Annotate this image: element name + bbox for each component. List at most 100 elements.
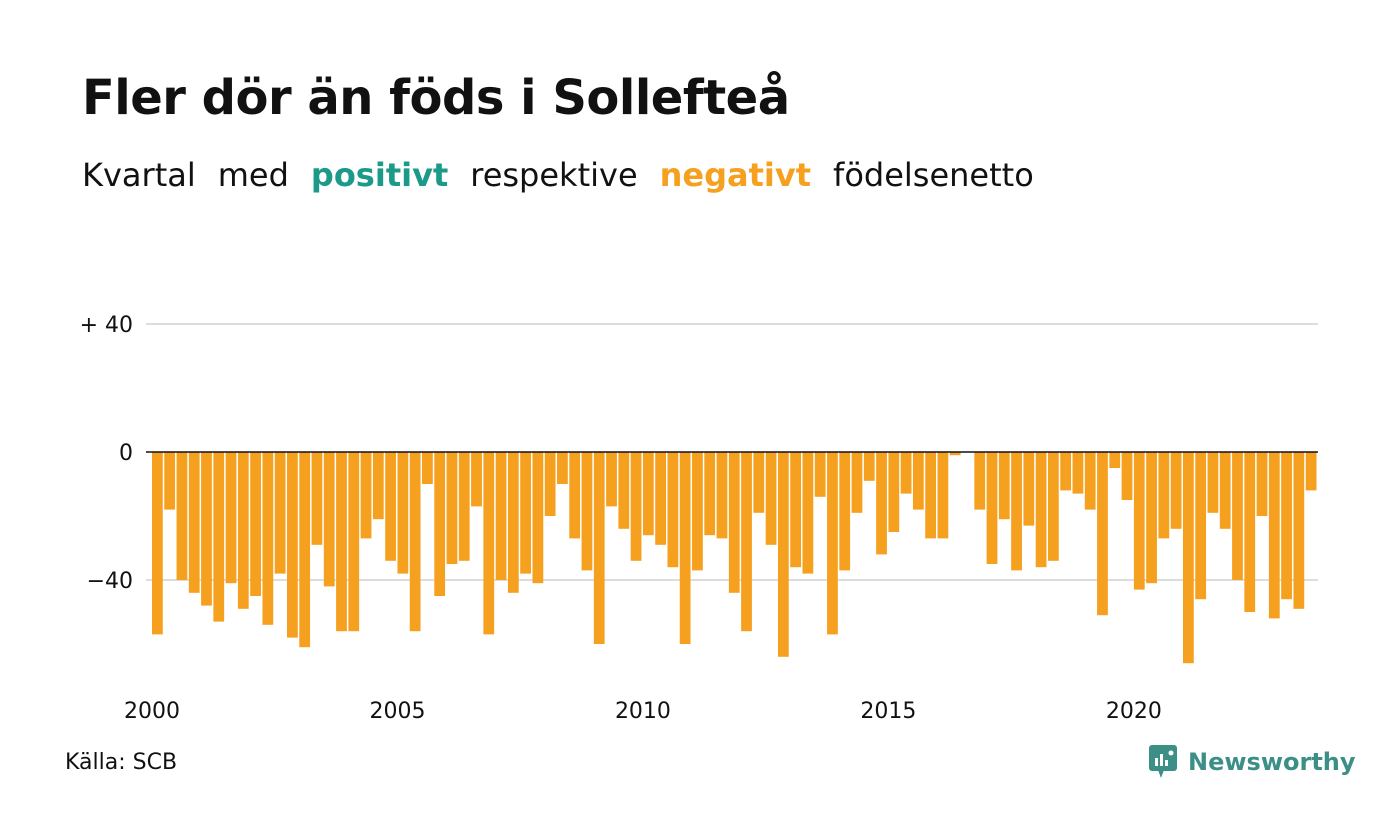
bar <box>986 452 998 564</box>
bar <box>1072 452 1084 494</box>
bar <box>176 452 188 580</box>
bar <box>274 452 286 574</box>
bar <box>458 452 470 561</box>
subtitle-text-2: med <box>217 156 289 194</box>
bar <box>287 452 298 638</box>
subtitle-negative-word: negativt <box>659 156 812 194</box>
bar <box>630 452 642 561</box>
subtitle-text-1: Kvartal <box>82 156 196 194</box>
bar <box>716 452 728 539</box>
bar <box>1121 452 1133 500</box>
bar <box>1268 452 1280 619</box>
bar <box>593 452 605 644</box>
bar <box>557 452 568 484</box>
bar <box>1023 452 1035 526</box>
brand-name: Newsworthy <box>1188 748 1356 776</box>
bar <box>225 452 237 584</box>
bar <box>385 452 396 561</box>
bar <box>372 452 384 520</box>
bar <box>1195 452 1207 600</box>
bar <box>912 452 924 510</box>
bar <box>618 452 630 529</box>
y-tick-label: 0 <box>119 441 133 466</box>
bar <box>520 452 531 574</box>
bar <box>1232 452 1243 580</box>
bar <box>1109 452 1121 468</box>
bar <box>839 452 851 571</box>
bar <box>434 452 446 596</box>
bar <box>323 452 335 587</box>
bar <box>1097 452 1108 616</box>
bar <box>1084 452 1096 510</box>
bar <box>311 452 323 545</box>
y-tick-label: + 40 <box>80 313 133 338</box>
chart-subtitle: Kvartal med positivt respektive negativt föde… <box>82 156 1056 194</box>
bar <box>201 452 212 606</box>
bar <box>532 452 544 584</box>
x-tick-label: 2015 <box>860 699 916 724</box>
bar <box>348 452 360 632</box>
bar <box>1182 452 1194 664</box>
x-tick-label: 2020 <box>1106 699 1162 724</box>
bar <box>974 452 986 510</box>
x-tick-label: 2000 <box>124 699 180 724</box>
newsworthy-logo-icon <box>1149 745 1177 778</box>
x-tick-label: 2005 <box>369 699 425 724</box>
bar <box>606 452 617 507</box>
bar <box>569 452 581 539</box>
bar <box>152 452 163 635</box>
bar <box>1133 452 1145 590</box>
bar <box>1207 452 1219 513</box>
bar <box>1060 452 1072 491</box>
subtitle-text-4: födelsenetto <box>833 156 1034 194</box>
bar <box>1256 452 1268 516</box>
bar <box>471 452 482 507</box>
bar <box>679 452 691 644</box>
bar <box>1219 452 1231 529</box>
subtitle-positive-word: positivt <box>310 156 449 194</box>
bar <box>495 452 507 580</box>
bar <box>827 452 838 635</box>
bar <box>1047 452 1059 561</box>
source-note: Källa: SCB <box>65 750 178 775</box>
bar <box>188 452 200 593</box>
brand: Newsworthy <box>1148 744 1356 780</box>
bar <box>642 452 654 536</box>
bar <box>446 452 458 564</box>
bar-chart: + 40 0 −40 2000 2005 2010 2015 2020 <box>80 313 1318 724</box>
subtitle-text-3: respektive <box>470 156 638 194</box>
bar <box>753 452 765 513</box>
bar <box>900 452 912 494</box>
bar <box>213 452 225 622</box>
bar <box>581 452 593 571</box>
bar <box>1170 452 1182 529</box>
bar <box>741 452 752 632</box>
bar <box>299 452 311 648</box>
bar <box>1293 452 1305 609</box>
bar <box>250 452 261 596</box>
bar <box>422 452 433 484</box>
bar <box>876 452 887 555</box>
bar <box>692 452 703 571</box>
bar <box>262 452 274 625</box>
bar <box>1011 452 1022 571</box>
bar <box>888 452 900 532</box>
bar <box>544 452 556 516</box>
bar <box>1035 452 1047 568</box>
x-tick-label: 2010 <box>615 699 671 724</box>
bar <box>507 452 519 593</box>
bar <box>863 452 875 481</box>
bar <box>164 452 176 510</box>
bar <box>1305 452 1317 491</box>
bar <box>814 452 826 497</box>
bar <box>397 452 409 574</box>
bar <box>937 452 949 539</box>
bar <box>1281 452 1292 600</box>
bar <box>925 452 937 539</box>
bar <box>998 452 1010 520</box>
bar <box>704 452 716 536</box>
bar <box>949 452 961 456</box>
bar <box>728 452 740 593</box>
bar <box>1244 452 1256 612</box>
bar <box>667 452 679 568</box>
